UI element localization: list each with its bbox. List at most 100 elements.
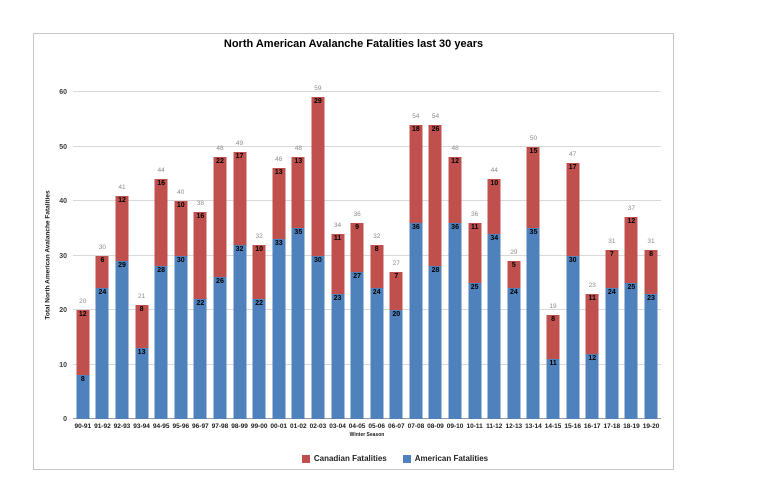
x-tick-label: 04-05 [348, 423, 366, 430]
bar-segment-american: 24 [605, 288, 619, 419]
bar-slot: 13 35 48 01-02 [289, 92, 309, 430]
x-tick-label: 13-14 [525, 423, 542, 430]
bar-segment-canadian: 5 [507, 260, 521, 289]
bar-slot: 10 22 32 99-00 [249, 92, 269, 430]
segment-value-label: 30 [568, 256, 577, 264]
segment-value-label: 16 [196, 212, 205, 220]
segment-value-label: 32 [235, 245, 244, 253]
bar-slot: 17 30 47 15-16 [563, 92, 583, 430]
total-label: 31 [647, 238, 655, 246]
x-tick-label: 99-00 [250, 423, 268, 430]
bar-slot: 11 12 23 16-17 [582, 92, 602, 430]
bar-stack: 10 22 [252, 244, 266, 419]
total-label: 36 [471, 210, 479, 218]
bar-slot: 12 25 37 18-19 [622, 92, 642, 430]
x-tick-label: 94-95 [152, 423, 170, 430]
segment-value-label: 10 [255, 245, 264, 253]
legend-swatch-icon [402, 454, 411, 463]
segment-value-label: 33 [274, 240, 283, 248]
segment-value-label: 12 [627, 218, 636, 226]
bar-slot: 11 25 36 10-11 [465, 92, 485, 430]
plot-area: 12 8 20 90-91 6 24 30 91-92 12 29 41 92-93 8 13 21 93-9… [59, 85, 661, 430]
bar-slot: 16 28 44 94-95 [151, 92, 171, 430]
bar-segment-american: 22 [252, 299, 266, 419]
bar-stack: 9 27 [350, 222, 364, 419]
bar-segment-american: 22 [193, 299, 207, 419]
bar-slot: 10 30 40 95-96 [171, 92, 191, 430]
bar-segment-canadian: 6 [95, 255, 109, 289]
total-label: 44 [157, 167, 165, 175]
total-label: 32 [373, 232, 381, 240]
gridline [73, 309, 661, 310]
bar-segment-american: 26 [213, 277, 227, 419]
segment-value-label: 10 [490, 180, 499, 188]
x-tick-label: 12-13 [505, 423, 523, 430]
total-label: 37 [627, 205, 636, 213]
bar-stack: 17 30 [566, 162, 580, 419]
x-tick-label: 17-18 [603, 423, 621, 430]
bar-segment-american: 28 [428, 266, 442, 419]
legend-label: Canadian Fatalities [313, 454, 387, 463]
bar-stack: 5 24 [507, 260, 521, 419]
x-tick-label: 03-04 [329, 423, 346, 430]
segment-value-label: 30 [314, 256, 322, 264]
bar-segment-american: 24 [507, 288, 521, 419]
bar-slot: 5 24 29 12-13 [504, 92, 524, 430]
total-label: 50 [529, 134, 538, 142]
segment-value-label: 11 [470, 223, 479, 231]
segment-value-label: 27 [353, 272, 361, 280]
total-label: 54 [412, 112, 420, 120]
bar-segment-canadian: 9 [350, 222, 364, 272]
segment-value-label: 35 [294, 229, 303, 237]
segment-value-label: 13 [137, 349, 146, 357]
segment-value-label: 26 [216, 278, 224, 286]
x-tick-label: 02-03 [309, 423, 327, 430]
gridline [73, 200, 661, 201]
legend: Canadian Fatalities American Fatalities [101, 454, 689, 463]
total-label: 21 [137, 292, 146, 300]
total-label: 48 [451, 145, 459, 153]
x-tick-label: 05-06 [368, 423, 386, 430]
bar-segment-american: 36 [448, 222, 462, 419]
x-tick-label: 14-15 [544, 423, 562, 430]
bar-slot: 12 8 20 90-91 [73, 92, 93, 430]
bar-segment-canadian: 29 [311, 97, 325, 256]
bar-segment-canadian: 15 [526, 146, 540, 229]
bar-slot: 22 26 48 97-98 [210, 92, 230, 430]
bar-stack: 10 30 [174, 201, 188, 419]
segment-value-label: 7 [609, 251, 614, 259]
segment-value-label: 8 [649, 251, 653, 259]
segment-value-label: 20 [392, 311, 401, 318]
x-tick-label: 11-12 [486, 423, 503, 430]
segment-value-label: 12 [78, 311, 87, 319]
bar-segment-canadian: 17 [566, 162, 580, 256]
bar-segment-american: 20 [389, 310, 403, 419]
bar-segment-canadian: 10 [252, 244, 266, 300]
bar-segment-american: 30 [311, 255, 325, 419]
bar-segment-canadian: 22 [213, 157, 227, 278]
total-label: 46 [275, 156, 283, 164]
segment-value-label: 17 [568, 163, 577, 171]
bar-stack: 8 13 [135, 304, 149, 419]
total-label: 19 [549, 303, 557, 311]
x-axis-title: Winter Season [349, 432, 385, 438]
segment-value-label: 8 [551, 316, 555, 324]
x-tick-label: 18-19 [623, 423, 640, 430]
segment-value-label: 13 [274, 169, 283, 177]
bar-stack: 8 11 [546, 315, 560, 419]
total-label: 48 [216, 145, 224, 153]
bar-segment-american: 30 [566, 255, 580, 419]
bar-stack: 12 36 [448, 157, 462, 419]
bar-slot: 17 32 49 98-99 [230, 92, 250, 430]
total-label: 36 [353, 210, 361, 218]
bar-segment-canadian: 10 [487, 179, 501, 234]
bar-segment-american: 12 [585, 353, 599, 419]
x-tick-label: 96-97 [192, 423, 209, 430]
bar-stack: 16 28 [154, 179, 168, 419]
bar-segment-american: 23 [331, 293, 345, 419]
bar-segment-american: 32 [233, 244, 247, 419]
bar-segment-canadian: 18 [409, 124, 423, 223]
bar-segment-canadian: 12 [76, 310, 90, 376]
bars: 12 8 20 90-91 6 24 30 91-92 12 29 41 92-93 8 13 21 93-9… [73, 85, 661, 430]
